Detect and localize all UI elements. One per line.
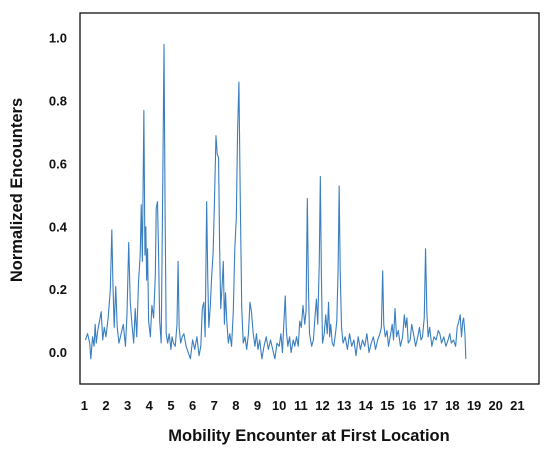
x-tick-label: 6: [189, 398, 196, 413]
x-tick-label: 12: [315, 398, 329, 413]
x-tick-label: 8: [232, 398, 239, 413]
series-line: [84, 43, 467, 360]
x-tick-label: 1: [81, 398, 88, 413]
x-tick-label: 10: [272, 398, 286, 413]
x-tick-label: 19: [467, 398, 481, 413]
plot-frame: [79, 12, 540, 385]
x-tick-label: 5: [167, 398, 174, 413]
series-layer: [84, 43, 467, 360]
y-tick-label: 0.0: [49, 345, 67, 360]
y-tick-label: 1.0: [49, 31, 67, 46]
x-axis-ticks: 1 2 3 4 5 6 7 8 9 10 11 12 13 14 15 16 17 18 19 20 21: [81, 398, 525, 413]
y-tick-label: 0.2: [49, 282, 67, 297]
x-tick-label: 4: [146, 398, 154, 413]
x-tick-label: 9: [254, 398, 261, 413]
y-tick-label: 0.4: [49, 219, 68, 234]
y-tick-label: 0.8: [49, 94, 67, 109]
x-tick-label: 11: [294, 398, 308, 413]
x-tick-label: 16: [402, 398, 416, 413]
x-tick-label: 15: [380, 398, 394, 413]
x-tick-label: 21: [510, 398, 524, 413]
x-tick-label: 7: [211, 398, 218, 413]
x-tick-label: 14: [359, 398, 374, 413]
x-axis-title: Mobility Encounter at First Location: [168, 427, 449, 445]
x-tick-label: 2: [102, 398, 109, 413]
y-tick-label: 0.6: [49, 156, 67, 171]
y-axis-title: Normalized Encounters: [8, 98, 26, 282]
x-tick-label: 20: [488, 398, 502, 413]
x-tick-label: 18: [445, 398, 459, 413]
x-tick-label: 3: [124, 398, 131, 413]
x-tick-label: 17: [424, 398, 438, 413]
y-axis-ticks: 0.0 0.2 0.4 0.6 0.8 1.0: [49, 31, 68, 360]
x-tick-label: 13: [337, 398, 351, 413]
